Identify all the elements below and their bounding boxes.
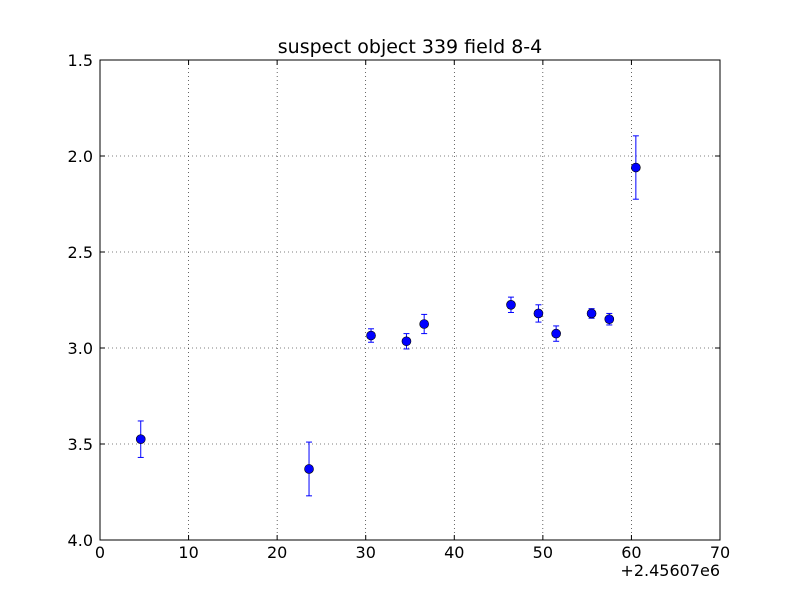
x-tick-label: 70 bbox=[710, 543, 730, 562]
data-point bbox=[533, 308, 544, 319]
x-tick-label: 10 bbox=[178, 543, 198, 562]
data-point bbox=[604, 314, 615, 325]
axis-ticks: 0 10 20 30 40 50 60 70 1.5 2.0 2.5 3.0 3.5 4.0 bbox=[68, 51, 731, 562]
grid-lines bbox=[100, 60, 720, 540]
data-point bbox=[304, 464, 314, 474]
plot-frame bbox=[99, 59, 721, 541]
data-point bbox=[631, 162, 641, 173]
chart-title: suspect object 339 field 8-4 bbox=[278, 36, 543, 58]
x-tick-label: 50 bbox=[533, 543, 553, 562]
y-tick-label: 3.0 bbox=[68, 339, 93, 358]
data-point bbox=[366, 330, 376, 341]
data-points bbox=[135, 162, 641, 474]
x-tick-label: 60 bbox=[621, 543, 641, 562]
data-point bbox=[586, 308, 597, 319]
y-tick-label: 2.0 bbox=[68, 147, 93, 166]
x-tick-label: 30 bbox=[356, 543, 376, 562]
x-tick-label: 20 bbox=[267, 543, 287, 562]
data-point bbox=[419, 319, 429, 329]
data-point bbox=[135, 434, 146, 445]
x-tick-label: 0 bbox=[95, 543, 105, 562]
y-tick-label: 1.5 bbox=[68, 51, 93, 70]
data-point bbox=[551, 328, 561, 339]
x-axis-offset-label: +2.45607e6 bbox=[620, 561, 720, 580]
data-point bbox=[506, 299, 516, 310]
x-tick-label: 40 bbox=[444, 543, 464, 562]
y-tick-label: 4.0 bbox=[68, 531, 93, 550]
y-tick-label: 2.5 bbox=[68, 243, 93, 262]
data-point bbox=[401, 336, 412, 347]
y-tick-label: 3.5 bbox=[68, 435, 93, 454]
